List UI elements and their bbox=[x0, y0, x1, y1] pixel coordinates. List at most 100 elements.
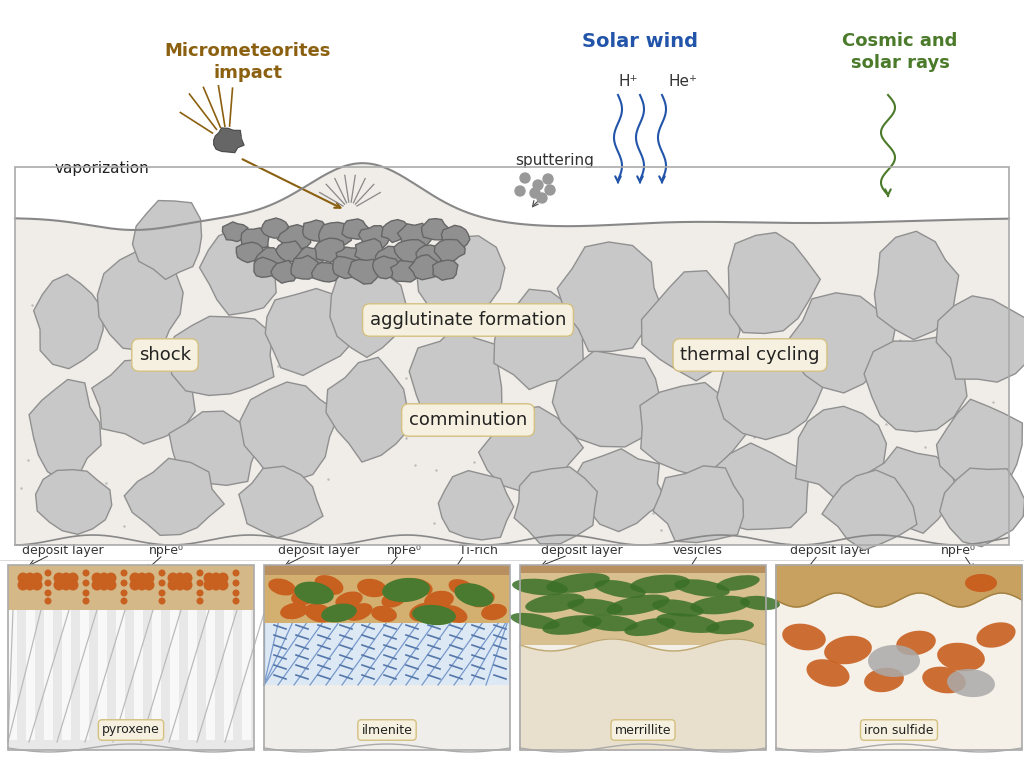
Ellipse shape bbox=[469, 591, 495, 607]
Ellipse shape bbox=[864, 668, 904, 693]
Text: Solar wind: Solar wind bbox=[582, 32, 698, 51]
Circle shape bbox=[25, 579, 36, 591]
Ellipse shape bbox=[268, 578, 296, 596]
Circle shape bbox=[204, 572, 214, 584]
Ellipse shape bbox=[449, 579, 475, 597]
Bar bbox=[8, 565, 254, 750]
Circle shape bbox=[530, 188, 540, 198]
Ellipse shape bbox=[740, 596, 780, 610]
Circle shape bbox=[233, 580, 239, 586]
Polygon shape bbox=[92, 359, 196, 444]
Ellipse shape bbox=[594, 580, 646, 598]
Circle shape bbox=[168, 579, 178, 591]
Ellipse shape bbox=[782, 624, 825, 651]
Circle shape bbox=[181, 579, 193, 591]
Circle shape bbox=[45, 570, 51, 576]
Ellipse shape bbox=[512, 578, 568, 595]
Bar bbox=[776, 565, 1022, 750]
Ellipse shape bbox=[371, 606, 397, 622]
Ellipse shape bbox=[937, 643, 985, 671]
Text: deposit layer: deposit layer bbox=[279, 544, 359, 557]
Circle shape bbox=[159, 570, 165, 576]
Polygon shape bbox=[822, 470, 916, 550]
Ellipse shape bbox=[824, 635, 871, 664]
Text: deposit layer: deposit layer bbox=[542, 544, 623, 557]
Polygon shape bbox=[34, 274, 103, 369]
Polygon shape bbox=[557, 242, 664, 352]
Circle shape bbox=[91, 579, 102, 591]
Circle shape bbox=[520, 173, 530, 183]
Ellipse shape bbox=[896, 631, 936, 655]
Polygon shape bbox=[275, 241, 304, 262]
Circle shape bbox=[45, 591, 51, 596]
Ellipse shape bbox=[382, 578, 430, 602]
Circle shape bbox=[53, 572, 65, 584]
Circle shape bbox=[17, 579, 29, 591]
Polygon shape bbox=[397, 223, 432, 250]
Polygon shape bbox=[241, 228, 269, 251]
Text: npFe⁰: npFe⁰ bbox=[941, 544, 976, 557]
Polygon shape bbox=[169, 411, 257, 486]
Circle shape bbox=[17, 572, 29, 584]
Text: vaporization: vaporization bbox=[55, 161, 150, 176]
Text: deposit layer: deposit layer bbox=[791, 544, 871, 557]
Text: pyroxene: pyroxene bbox=[102, 724, 160, 737]
Polygon shape bbox=[132, 201, 202, 279]
Text: sputtering: sputtering bbox=[515, 152, 595, 167]
Polygon shape bbox=[874, 231, 958, 339]
Text: agglutinate formation: agglutinate formation bbox=[370, 311, 566, 329]
Circle shape bbox=[534, 180, 543, 190]
Circle shape bbox=[32, 579, 43, 591]
Polygon shape bbox=[124, 458, 224, 535]
Ellipse shape bbox=[567, 599, 623, 616]
Circle shape bbox=[121, 580, 127, 586]
Polygon shape bbox=[715, 443, 809, 530]
Bar bbox=[264, 615, 510, 685]
Ellipse shape bbox=[674, 579, 730, 597]
Ellipse shape bbox=[455, 583, 494, 607]
Polygon shape bbox=[796, 406, 887, 499]
Circle shape bbox=[168, 572, 178, 584]
Bar bbox=[206, 610, 215, 740]
Bar bbox=[264, 565, 510, 750]
Circle shape bbox=[129, 579, 140, 591]
Ellipse shape bbox=[947, 669, 995, 697]
Circle shape bbox=[198, 570, 203, 576]
Text: shock: shock bbox=[139, 346, 191, 364]
Polygon shape bbox=[295, 247, 324, 268]
Circle shape bbox=[98, 572, 110, 584]
Polygon shape bbox=[239, 466, 323, 538]
Ellipse shape bbox=[965, 574, 997, 592]
Text: deposit layer: deposit layer bbox=[23, 544, 103, 557]
Circle shape bbox=[198, 591, 203, 596]
Polygon shape bbox=[265, 288, 356, 375]
Ellipse shape bbox=[291, 589, 316, 605]
Polygon shape bbox=[261, 218, 289, 238]
Polygon shape bbox=[552, 351, 660, 447]
Ellipse shape bbox=[357, 579, 387, 597]
Circle shape bbox=[25, 572, 36, 584]
Ellipse shape bbox=[923, 667, 966, 693]
Bar bbox=[520, 565, 766, 750]
Ellipse shape bbox=[304, 603, 334, 622]
Circle shape bbox=[121, 598, 127, 603]
Polygon shape bbox=[342, 219, 370, 239]
Ellipse shape bbox=[543, 615, 602, 635]
Polygon shape bbox=[776, 565, 1022, 607]
Ellipse shape bbox=[807, 659, 850, 686]
Polygon shape bbox=[376, 247, 402, 267]
Polygon shape bbox=[318, 222, 351, 248]
Text: npFe⁰: npFe⁰ bbox=[387, 544, 422, 557]
Bar bbox=[242, 610, 251, 740]
Polygon shape bbox=[416, 245, 443, 266]
Ellipse shape bbox=[406, 578, 433, 596]
Circle shape bbox=[159, 591, 165, 596]
Text: ilmenite: ilmenite bbox=[361, 724, 413, 737]
Polygon shape bbox=[520, 639, 766, 750]
Circle shape bbox=[136, 572, 147, 584]
Text: Micrometeorites
impact: Micrometeorites impact bbox=[165, 42, 331, 82]
Circle shape bbox=[233, 598, 239, 603]
Polygon shape bbox=[790, 293, 895, 393]
Text: helium vesicles: helium vesicles bbox=[299, 660, 385, 670]
Text: merrillite: merrillite bbox=[614, 724, 672, 737]
